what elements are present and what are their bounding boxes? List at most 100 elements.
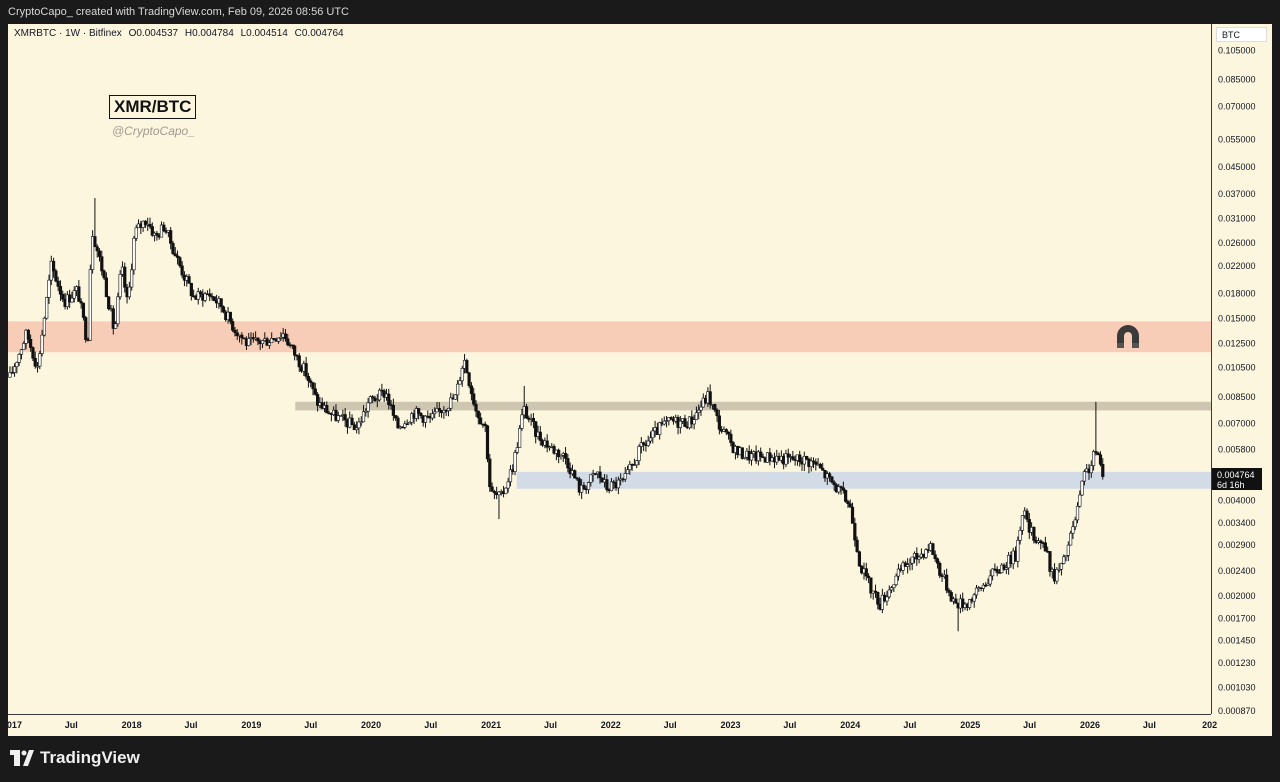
- candle-body: [35, 365, 40, 368]
- candle-body: [247, 338, 251, 346]
- candles-layer: [8, 197, 1105, 632]
- candle-body: [827, 473, 832, 478]
- candle-body: [628, 464, 632, 471]
- price-tick-label: 0.001700: [1218, 614, 1256, 624]
- candle-body: [290, 344, 294, 347]
- candle-body: [1069, 532, 1073, 546]
- candle-body: [559, 455, 563, 458]
- candle-body: [276, 337, 281, 342]
- candle-body: [887, 589, 891, 598]
- candle-body: [986, 583, 990, 586]
- watermark-title: XMR/BTC: [109, 95, 197, 119]
- candle-body: [297, 355, 301, 368]
- tradingview-logo[interactable]: TradingView: [10, 748, 140, 768]
- candle-body: [371, 396, 375, 399]
- candle-body: [1080, 480, 1084, 496]
- candle-body: [173, 253, 177, 257]
- candle-body: [1094, 451, 1098, 454]
- candle-body: [846, 501, 850, 505]
- candle-body: [1096, 452, 1100, 456]
- price-chart[interactable]: 0.105000 0.085000 0.070000 0.055000 0.045000…: [8, 24, 1272, 736]
- price-tick-label: 0.037000: [1218, 189, 1256, 199]
- candle-body: [102, 270, 106, 279]
- candle-body: [513, 452, 517, 472]
- candle-body: [678, 420, 682, 428]
- candle-body: [646, 440, 650, 446]
- candle-body: [111, 308, 115, 329]
- candle-body: [143, 220, 148, 225]
- candle-body: [1073, 519, 1077, 528]
- candle-body: [474, 403, 478, 412]
- candle-body: [437, 408, 441, 411]
- time-tick-label: Jul: [783, 720, 796, 730]
- candle-body: [743, 456, 747, 459]
- candle-body: [286, 338, 290, 346]
- time-tick-label: 2025: [960, 720, 980, 730]
- price-tick-label: 0.105000: [1218, 46, 1256, 56]
- candle-body: [506, 481, 510, 489]
- candle-body: [945, 574, 949, 591]
- candle-body: [938, 562, 942, 576]
- candle-body: [198, 291, 203, 295]
- candle-body: [837, 486, 841, 493]
- candle-body: [311, 382, 315, 390]
- currency-label[interactable]: BTC: [1216, 27, 1267, 42]
- candle-body: [357, 421, 361, 429]
- candle-body: [180, 265, 184, 276]
- symbol-title: XMRBTC · 1W · Bitfinex: [14, 28, 122, 39]
- candle-body: [1016, 540, 1020, 562]
- candle-body: [260, 340, 265, 345]
- price-axis[interactable]: [1211, 24, 1273, 714]
- candle-body: [832, 481, 836, 486]
- magnet-icon[interactable]: [1114, 324, 1142, 350]
- candle-body: [885, 596, 889, 602]
- candle-body: [1059, 563, 1064, 570]
- candle-body: [350, 417, 354, 425]
- candle-body: [931, 543, 935, 555]
- candle-body: [178, 257, 182, 267]
- candle-body: [524, 406, 529, 419]
- candle-body: [515, 447, 519, 453]
- candle-body: [265, 338, 269, 346]
- candle-body: [504, 487, 508, 494]
- candle-body: [127, 286, 131, 298]
- candle-body: [545, 440, 549, 448]
- chart-frame[interactable]: 0.105000 0.085000 0.070000 0.055000 0.045000…: [8, 24, 1272, 736]
- candle-body: [573, 470, 577, 479]
- candle-body: [910, 556, 914, 564]
- candle-body: [582, 484, 586, 490]
- time-tick-label: Jul: [903, 720, 916, 730]
- candle-body: [1091, 451, 1096, 466]
- candle-body: [338, 415, 343, 417]
- candle-body: [1020, 515, 1025, 531]
- time-axis[interactable]: [8, 714, 1211, 737]
- candle-body: [38, 353, 42, 367]
- candle-body: [306, 376, 311, 382]
- candle-body: [196, 291, 200, 300]
- candle-body: [598, 471, 602, 479]
- candle-body: [880, 594, 884, 610]
- candle-body: [132, 237, 136, 271]
- price-tick-label: 0.031000: [1218, 214, 1256, 224]
- candle-body: [1002, 564, 1006, 570]
- candle-body: [343, 414, 347, 421]
- candle-body: [15, 362, 19, 368]
- candle-body: [460, 368, 464, 382]
- candle-body: [394, 415, 398, 419]
- candle-body: [697, 409, 701, 413]
- candle-body: [221, 306, 226, 313]
- candle-body: [589, 474, 593, 483]
- candle-body: [352, 424, 356, 431]
- candle-body: [908, 562, 912, 566]
- candle-body: [892, 584, 896, 588]
- candle-body: [802, 455, 806, 465]
- ohlc-open: O0.004537: [128, 28, 179, 39]
- candle-body: [309, 380, 313, 383]
- time-tick-label: 2020: [361, 720, 381, 730]
- candle-body: [651, 430, 655, 439]
- time-tick-label: 2024: [840, 720, 860, 730]
- candle-body: [844, 490, 848, 502]
- candle-body: [458, 380, 462, 385]
- zone-resistance: [8, 321, 1211, 353]
- candle-body: [1101, 464, 1105, 477]
